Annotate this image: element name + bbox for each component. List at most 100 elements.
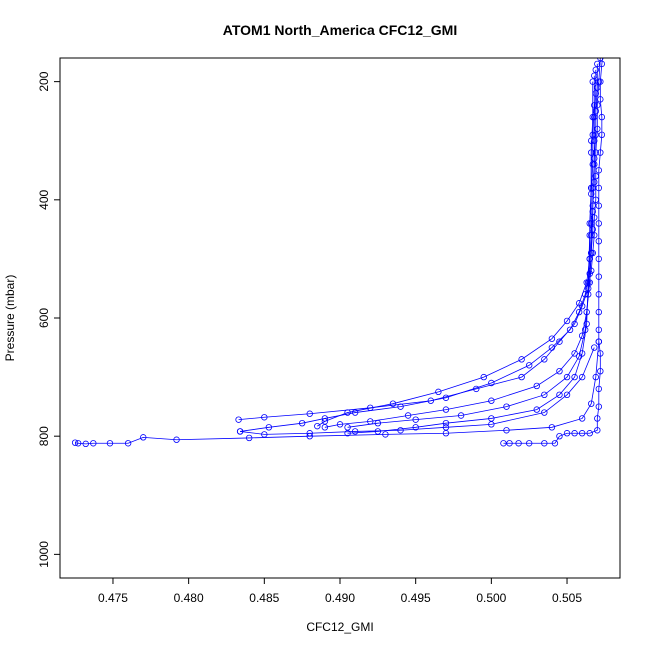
x-tick-label: 0.485 <box>249 591 279 605</box>
data-point <box>575 300 583 307</box>
data-point <box>595 326 603 334</box>
data-point <box>541 409 548 416</box>
data-point <box>578 430 586 437</box>
data-point <box>595 308 603 316</box>
data-point <box>595 273 603 280</box>
data-point <box>515 440 522 447</box>
data-point <box>306 410 313 417</box>
data-point <box>506 440 513 447</box>
data-point <box>412 424 419 431</box>
data-point <box>578 415 586 422</box>
data-point <box>480 373 487 381</box>
data-point <box>556 338 563 345</box>
data-point <box>563 317 571 325</box>
y-tick-label: 600 <box>37 308 51 328</box>
data-point <box>586 232 593 239</box>
data-point <box>595 202 603 209</box>
data-point <box>595 291 603 298</box>
data-point <box>598 60 606 68</box>
data-point <box>598 131 606 139</box>
data-point <box>351 409 359 416</box>
data-point <box>71 439 79 446</box>
data-point <box>389 400 397 407</box>
data-point <box>442 419 450 427</box>
data-point <box>74 440 82 447</box>
data-point <box>548 424 556 431</box>
data-point <box>583 320 590 328</box>
x-tick-label: 0.505 <box>552 591 582 605</box>
data-point <box>563 373 571 381</box>
data-point <box>351 428 359 435</box>
data-point <box>589 113 596 121</box>
x-axis-title: CFC12_GMI <box>306 620 373 634</box>
data-point <box>236 428 244 435</box>
data-point <box>588 400 595 407</box>
data-point <box>556 432 563 440</box>
data-point <box>245 434 253 442</box>
data-point <box>585 279 592 286</box>
data-point <box>442 394 450 401</box>
data-point <box>556 391 563 399</box>
x-tick-label: 0.490 <box>325 591 355 605</box>
data-point <box>336 421 344 428</box>
data-point <box>578 350 586 357</box>
data-point <box>592 172 599 180</box>
data-point <box>140 434 147 441</box>
data-point <box>265 424 273 431</box>
x-tick-label: 0.480 <box>174 591 204 605</box>
data-point <box>106 440 114 447</box>
data-point <box>589 78 596 85</box>
data-point <box>598 113 606 121</box>
data-point <box>575 308 583 316</box>
data-point <box>374 419 382 427</box>
y-axis-title: Pressure (mbar) <box>3 275 17 362</box>
data-point <box>541 391 548 399</box>
data-point <box>563 391 571 399</box>
data-point <box>442 430 450 437</box>
data-point <box>595 255 603 263</box>
data-point <box>563 430 571 437</box>
data-point <box>261 414 268 421</box>
data-point <box>571 350 578 357</box>
data-point <box>595 385 603 393</box>
data-point <box>588 184 595 192</box>
data-point <box>548 344 556 351</box>
data-point <box>488 397 495 404</box>
data-point <box>591 72 598 79</box>
data-point <box>442 406 450 413</box>
data-point <box>124 440 132 447</box>
data-point <box>90 440 97 447</box>
series-9 <box>71 338 603 448</box>
data-point <box>397 403 404 410</box>
data-point <box>298 419 306 427</box>
data-point <box>82 440 89 448</box>
chart-title: ATOM1 North_America CFC12_GMI <box>223 22 457 38</box>
data-point <box>404 412 412 419</box>
data-point <box>594 427 601 434</box>
series-line <box>324 75 595 428</box>
x-tick-label: 0.495 <box>401 591 431 605</box>
data-point <box>427 397 435 404</box>
data-point <box>588 137 595 144</box>
data-point <box>571 430 578 437</box>
y-tick-label: 200 <box>37 71 51 91</box>
data-point <box>412 416 419 423</box>
data-point <box>595 220 603 227</box>
x-axis: 0.475 0.480 0.485 0.490 0.495 0.500 0.505 <box>98 578 582 605</box>
data-point <box>525 362 533 369</box>
series-7 <box>344 137 595 437</box>
data-point <box>592 66 599 74</box>
y-tick-label: 400 <box>37 189 51 209</box>
series-line <box>317 69 597 427</box>
data-point <box>503 403 510 410</box>
data-point <box>306 432 313 440</box>
x-tick-label: 0.475 <box>98 591 128 605</box>
data-point <box>503 427 510 434</box>
data-point <box>435 388 442 396</box>
data-point <box>541 356 548 363</box>
data-point <box>518 356 525 363</box>
data-point <box>595 237 603 245</box>
data-point <box>588 249 595 257</box>
